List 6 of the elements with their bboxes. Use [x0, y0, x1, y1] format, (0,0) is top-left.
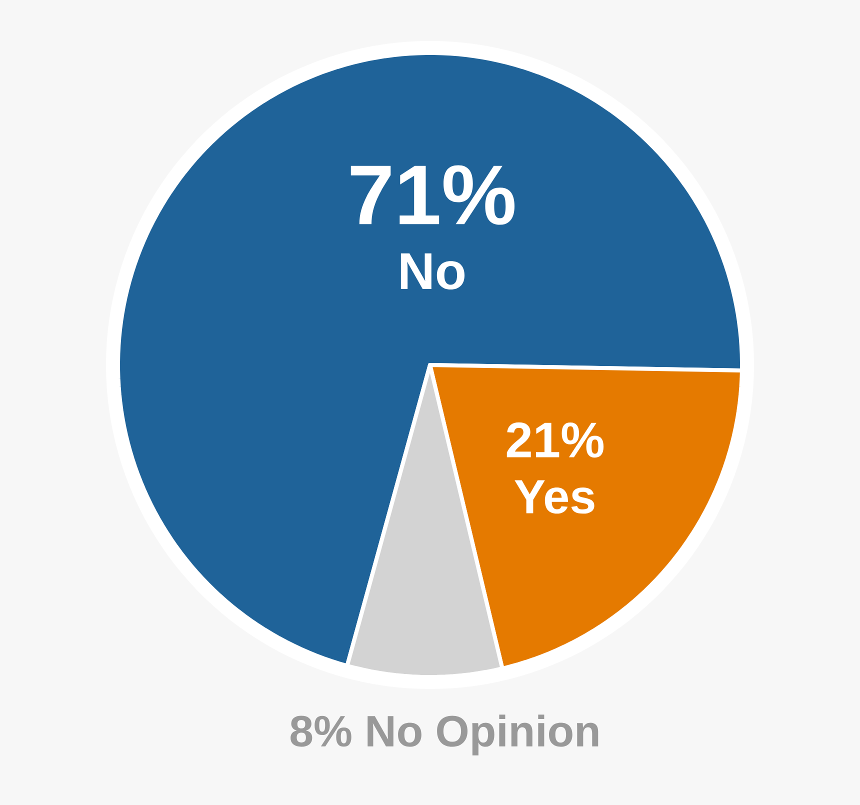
data-label: 21% [506, 422, 604, 458]
slice-label: No [400, 253, 465, 290]
data-label: 71% [350, 165, 514, 225]
data-label: 8% [290, 716, 352, 747]
slice-label: Yes [514, 480, 594, 514]
slice-label: No Opinion [368, 714, 598, 756]
